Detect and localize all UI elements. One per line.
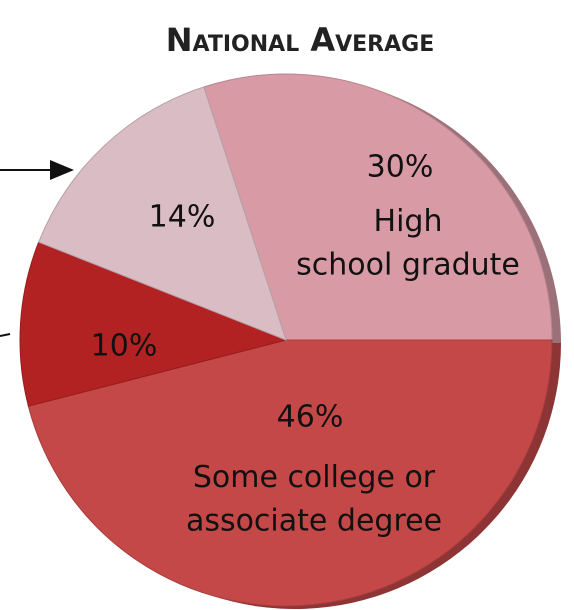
value-label: 46% <box>277 400 344 435</box>
category-label: Some college or associate degree <box>186 460 442 539</box>
chart-title: National Average <box>166 21 434 59</box>
category-label: High school gradute <box>296 204 520 283</box>
pie <box>19 73 562 610</box>
value-label: 10% <box>91 329 158 364</box>
slice <box>19 241 288 407</box>
value-label: 14% <box>149 200 216 235</box>
value-label: 30% <box>367 150 434 185</box>
slice <box>38 86 287 341</box>
pointer-stub <box>0 333 11 337</box>
slice <box>203 73 553 341</box>
slice <box>27 339 553 607</box>
